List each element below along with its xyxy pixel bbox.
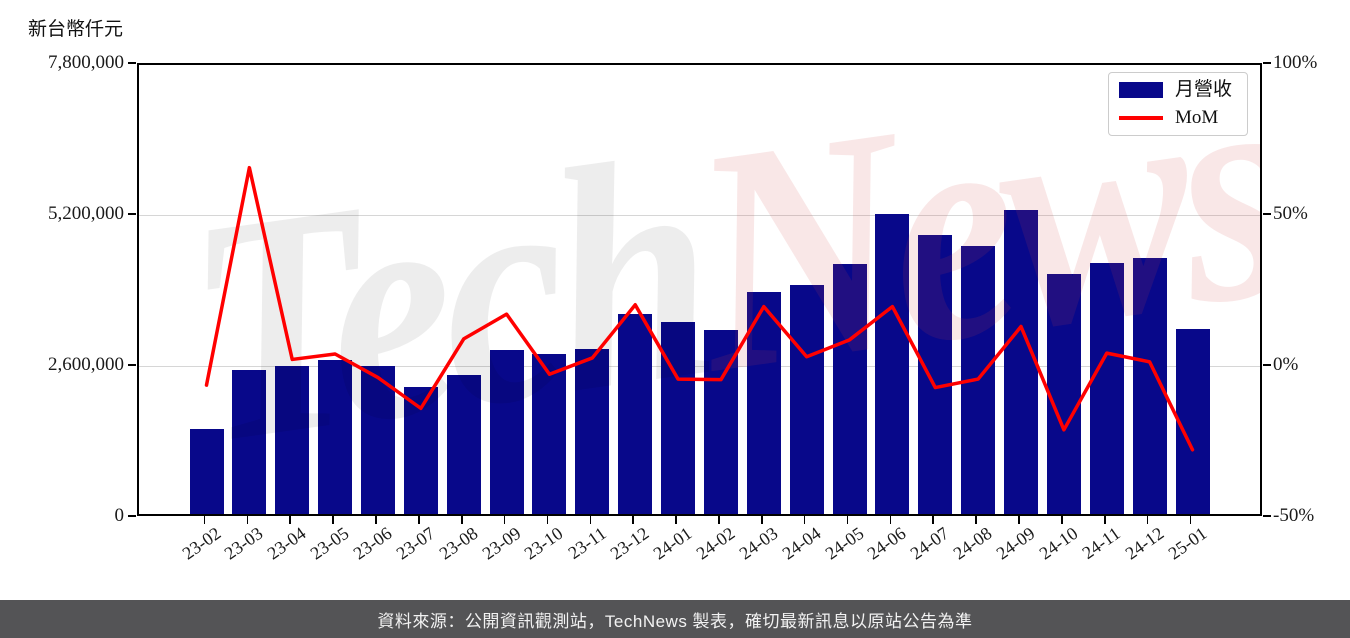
x-axis-label-23-12: 23-12 <box>606 523 653 564</box>
right-axis-tick <box>1263 62 1271 64</box>
x-axis-tick <box>975 516 977 524</box>
x-axis-label-23-06: 23-06 <box>349 523 396 564</box>
right-axis-tick <box>1263 364 1271 366</box>
right-axis-tick <box>1263 515 1271 517</box>
x-axis-label-23-10: 23-10 <box>521 523 567 564</box>
x-axis-label-24-04: 24-04 <box>778 523 825 564</box>
bar-23-11 <box>575 348 610 514</box>
x-axis-label-24-09: 24-09 <box>992 523 1039 564</box>
x-axis-tick <box>803 516 806 524</box>
x-axis-label-23-04: 23-04 <box>263 523 310 564</box>
x-axis-label-24-03: 24-03 <box>735 523 782 564</box>
left-axis-tick-label: 7,800,000 <box>48 52 124 73</box>
bar-23-03 <box>232 370 267 514</box>
bar-24-01 <box>661 321 696 514</box>
x-axis-label-23-11: 23-11 <box>564 523 610 564</box>
x-axis-label-24-12: 24-12 <box>1121 523 1168 564</box>
bar-23-12 <box>618 313 653 514</box>
left-axis-tick-label: 5,200,000 <box>48 203 124 224</box>
x-axis-tick <box>889 516 892 524</box>
legend-item-revenue: 月營收 <box>1119 80 1237 100</box>
x-axis-tick <box>1189 516 1192 524</box>
x-axis-tick <box>546 516 549 524</box>
source-footer: 資料來源：公開資訊觀測站，TechNews 製表，確切最新訊息以原站公告為準 <box>0 600 1350 638</box>
x-axis-label-24-02: 24-02 <box>692 523 739 564</box>
x-axis-label-24-08: 24-08 <box>949 523 996 564</box>
x-axis-label-24-05: 24-05 <box>821 523 868 564</box>
x-axis-tick <box>332 516 334 524</box>
legend-label-mom: MoM <box>1175 107 1219 128</box>
x-axis-label-24-06: 24-06 <box>864 523 910 564</box>
x-axis-tick <box>246 516 249 524</box>
left-axis-tick-label: 2,600,000 <box>48 354 124 375</box>
x-axis-label-23-03: 23-03 <box>220 523 267 564</box>
x-axis-label-23-05: 23-05 <box>306 523 353 564</box>
x-axis-label-24-10: 24-10 <box>1035 523 1082 564</box>
right-axis-tick <box>1263 213 1271 215</box>
x-axis-label-24-11: 24-11 <box>1078 523 1125 564</box>
x-axis-tick <box>503 516 506 524</box>
legend-item-mom: MoM <box>1119 108 1237 128</box>
left-axis-tick-label: 0 <box>114 505 125 526</box>
x-axis-tick <box>1103 516 1106 524</box>
left-axis-tick <box>128 62 136 64</box>
source-footer-text: 資料來源：公開資訊觀測站，TechNews 製表，確切最新訊息以原站公告為準 <box>377 611 973 631</box>
bar-25-01 <box>1175 329 1210 514</box>
mom-line <box>204 165 1195 452</box>
x-axis-tick <box>375 516 377 524</box>
bar-23-05 <box>318 359 353 514</box>
x-axis-tick <box>589 516 592 524</box>
plot-area: TechNews <box>137 63 1262 516</box>
x-axis-tick <box>632 516 634 524</box>
bar-23-08 <box>446 375 481 514</box>
x-axis-tick <box>289 516 292 524</box>
bar-23-09 <box>489 349 524 514</box>
bar-24-07 <box>918 234 953 514</box>
x-axis-label-25-01: 25-01 <box>1164 523 1210 564</box>
gridline-2,600,000 <box>139 366 1260 367</box>
bar-24-10 <box>1046 274 1081 514</box>
x-axis-tick <box>460 516 463 524</box>
legend: 月營收 MoM <box>1108 72 1248 136</box>
x-axis-tick <box>1061 516 1063 524</box>
x-axis-label-23-07: 23-07 <box>392 523 439 564</box>
bar-23-10 <box>532 353 567 514</box>
x-axis-tick <box>846 516 849 524</box>
mom-line-swatch <box>1119 116 1163 120</box>
x-axis-label-23-02: 23-02 <box>178 523 224 564</box>
left-axis-tick <box>128 364 136 366</box>
left-axis-tick <box>128 213 136 215</box>
bar-24-06 <box>875 213 910 514</box>
bar-24-05 <box>832 263 867 514</box>
bar-23-02 <box>189 428 224 514</box>
x-axis-tick <box>418 516 420 524</box>
right-axis-tick-label: -50% <box>1273 505 1315 526</box>
x-axis-tick <box>932 516 935 524</box>
revenue-bar-swatch <box>1119 82 1163 98</box>
legend-label-revenue: 月營收 <box>1175 79 1233 100</box>
right-axis-tick-label: 50% <box>1273 203 1308 224</box>
bar-24-09 <box>1004 209 1039 514</box>
gridline-5,200,000 <box>139 215 1260 216</box>
right-axis-tick-label: 100% <box>1273 52 1318 73</box>
x-axis-label-24-01: 24-01 <box>649 523 696 564</box>
x-axis-tick <box>718 516 720 524</box>
right-axis-tick-label: 0% <box>1273 354 1299 375</box>
x-axis-label-24-07: 24-07 <box>906 523 953 564</box>
x-axis-tick <box>1018 516 1020 524</box>
bar-23-04 <box>275 366 310 514</box>
x-axis-label-23-08: 23-08 <box>435 523 482 564</box>
left-axis-tick <box>128 515 136 517</box>
x-axis-label-23-09: 23-09 <box>478 523 525 564</box>
left-axis-unit-label: 新台幣仟元 <box>28 19 124 40</box>
x-axis-tick <box>675 516 677 524</box>
bar-23-06 <box>360 366 395 514</box>
bar-24-04 <box>789 284 824 514</box>
x-axis-tick <box>203 516 206 524</box>
x-axis-tick <box>761 516 763 524</box>
bar-24-11 <box>1089 262 1124 514</box>
x-axis-tick <box>1146 516 1149 524</box>
